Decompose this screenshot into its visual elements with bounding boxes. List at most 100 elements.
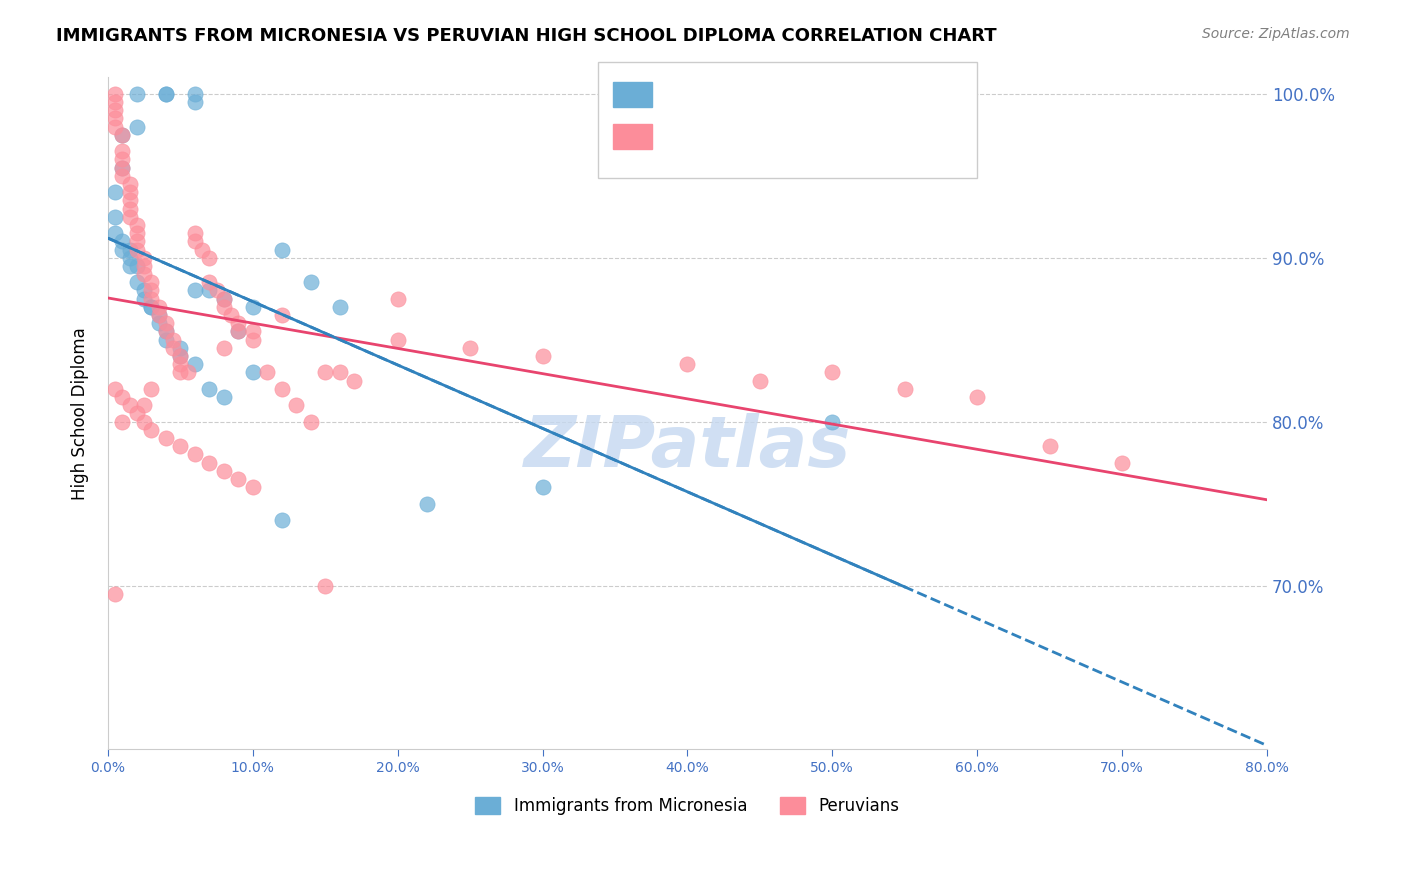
Point	[169, 349, 191, 363]
Point	[205, 284, 228, 298]
Point	[155, 325, 177, 339]
Point	[212, 390, 235, 404]
Point	[155, 333, 177, 347]
Point	[118, 177, 141, 191]
Point	[125, 275, 148, 289]
Point	[169, 357, 191, 371]
Point	[212, 341, 235, 355]
Point	[176, 366, 198, 380]
Point	[104, 120, 127, 134]
Point	[134, 398, 156, 412]
Point	[242, 325, 264, 339]
Point	[104, 210, 127, 224]
Point	[966, 390, 988, 404]
Point	[118, 202, 141, 216]
Point	[125, 218, 148, 232]
Point	[821, 366, 844, 380]
Point	[198, 382, 221, 396]
Point	[104, 587, 127, 601]
Point	[148, 316, 170, 330]
Point	[141, 300, 163, 314]
Point	[125, 406, 148, 420]
Point	[111, 235, 134, 249]
Point	[125, 120, 148, 134]
Point	[162, 333, 184, 347]
Point	[256, 366, 278, 380]
Point	[141, 423, 163, 437]
Point	[134, 267, 156, 281]
Point	[155, 87, 177, 101]
Point	[104, 87, 127, 101]
Point	[242, 480, 264, 494]
Point	[198, 251, 221, 265]
Point	[111, 243, 134, 257]
Point	[228, 316, 250, 330]
Point	[118, 251, 141, 265]
Point	[111, 128, 134, 142]
Point	[184, 87, 207, 101]
Point	[191, 243, 214, 257]
Point	[111, 153, 134, 167]
Text: R =: R =	[626, 125, 662, 143]
Point	[104, 226, 127, 240]
Y-axis label: High School Diploma: High School Diploma	[72, 327, 89, 500]
Point	[104, 185, 127, 199]
Point	[118, 259, 141, 273]
Point	[125, 259, 148, 273]
Point	[1039, 439, 1062, 453]
Point	[125, 243, 148, 257]
Point	[387, 333, 409, 347]
Point	[134, 259, 156, 273]
Text: N = 86: N = 86	[731, 125, 793, 143]
Point	[531, 349, 554, 363]
Point	[285, 398, 308, 412]
Point	[184, 447, 207, 461]
Text: IMMIGRANTS FROM MICRONESIA VS PERUVIAN HIGH SCHOOL DIPLOMA CORRELATION CHART: IMMIGRANTS FROM MICRONESIA VS PERUVIAN H…	[56, 27, 997, 45]
Point	[387, 292, 409, 306]
Point	[162, 341, 184, 355]
Point	[111, 390, 134, 404]
Point	[893, 382, 915, 396]
Point	[155, 325, 177, 339]
Point	[343, 374, 366, 388]
Point	[676, 357, 699, 371]
Point	[531, 480, 554, 494]
Point	[111, 169, 134, 183]
Point	[458, 341, 481, 355]
Point	[329, 366, 352, 380]
Point	[198, 456, 221, 470]
Point	[111, 144, 134, 158]
Point	[118, 210, 141, 224]
Point	[125, 235, 148, 249]
Point	[228, 325, 250, 339]
Point	[169, 439, 191, 453]
Text: -0.219: -0.219	[665, 125, 724, 143]
Point	[125, 226, 148, 240]
Point	[141, 292, 163, 306]
Point	[314, 366, 336, 380]
Point	[314, 578, 336, 592]
Point	[821, 415, 844, 429]
Point	[329, 300, 352, 314]
Point	[184, 284, 207, 298]
Text: -0.204: -0.204	[665, 85, 724, 103]
Point	[219, 308, 242, 322]
Point	[169, 341, 191, 355]
Point	[184, 357, 207, 371]
Point	[125, 87, 148, 101]
Point	[270, 308, 292, 322]
Point	[184, 95, 207, 109]
Text: N = 44: N = 44	[731, 85, 793, 103]
Point	[104, 382, 127, 396]
Point	[299, 415, 322, 429]
Point	[212, 292, 235, 306]
Point	[111, 415, 134, 429]
Point	[212, 300, 235, 314]
Point	[270, 243, 292, 257]
Point	[242, 366, 264, 380]
Point	[155, 431, 177, 445]
Point	[118, 185, 141, 199]
Point	[212, 292, 235, 306]
Point	[148, 300, 170, 314]
Point	[118, 398, 141, 412]
